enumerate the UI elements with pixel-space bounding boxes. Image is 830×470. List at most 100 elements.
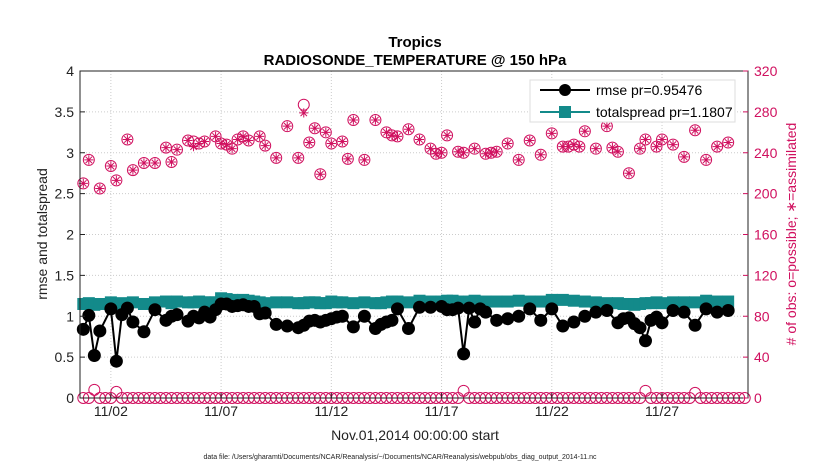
obs-assimilated-marker (321, 127, 331, 137)
obs-assimilated-marker (166, 157, 177, 167)
obs-assimilated-marker (580, 126, 590, 136)
x-axis-label: Nov.01,2014 00:00:00 start (331, 427, 499, 443)
rmse-marker (401, 322, 415, 336)
rmse-marker (589, 305, 603, 319)
obs-possible-marker (314, 168, 327, 181)
obs-assimilated-marker (668, 139, 678, 150)
obs-possible-marker (281, 120, 294, 133)
obs-assimilated-marker (414, 134, 425, 145)
obs-possible-marker (667, 138, 680, 151)
obs-assimilated-marker (222, 139, 232, 150)
obs-possible-marker (468, 142, 481, 155)
rmse-marker (413, 300, 427, 314)
obs-assimilated-marker (602, 121, 612, 131)
rmse-marker (451, 301, 465, 315)
y2-tick-label: 280 (754, 104, 778, 120)
y2-tick-label: 0 (754, 390, 762, 406)
rmse-marker (104, 302, 118, 316)
obs-assimilated-marker (271, 153, 281, 163)
obs-assimilated-marker (640, 134, 651, 145)
obs-assimilated-marker (690, 125, 700, 135)
obs-assimilated-marker (574, 142, 584, 152)
obs-possible-marker (104, 160, 117, 173)
x-tick-label: 11/22 (535, 403, 569, 419)
obs-possible-marker (341, 152, 354, 165)
obs-possible-marker (722, 136, 735, 149)
spread-marker (589, 296, 602, 309)
rmse-marker (490, 313, 504, 327)
obs-possible-marker (656, 133, 669, 146)
rmse-marker (335, 309, 349, 323)
rmse-marker (600, 304, 614, 318)
rmse-marker (93, 324, 107, 338)
y-axis-label: rmse and totalspread (34, 168, 50, 300)
obs-assimilated-marker (188, 142, 199, 152)
obs-possible-marker (121, 133, 134, 146)
spread-marker (534, 295, 547, 308)
rmse-marker (346, 320, 360, 334)
rmse-marker (109, 354, 123, 368)
obs-assimilated-marker (403, 124, 414, 134)
obs-assimilated-marker (348, 115, 358, 125)
obs-possible-marker (589, 142, 602, 155)
spread-marker (689, 296, 702, 309)
obs-possible-marker (303, 136, 316, 149)
rmse-marker (385, 313, 399, 327)
obs-possible-marker (347, 114, 360, 127)
rmse-marker (512, 309, 526, 323)
obs-assimilated-marker (310, 123, 320, 133)
x-tick-label: 11/07 (204, 403, 238, 419)
obs-assimilated-marker (525, 135, 535, 146)
rmse-marker (501, 312, 515, 326)
y2-tick-label: 160 (754, 227, 778, 243)
y2-tick-label: 240 (754, 145, 778, 161)
rmse-marker (721, 304, 735, 318)
obs-assimilated-marker (436, 148, 447, 158)
obs-assimilated-marker (227, 144, 237, 154)
obs-possible-marker (253, 130, 266, 143)
y2-tick-label: 40 (754, 349, 770, 365)
rmse-marker (545, 302, 559, 316)
obs-assimilated-marker (624, 168, 634, 178)
obs-assimilated-marker (233, 134, 243, 145)
rmse-marker (170, 308, 184, 322)
spread-marker (347, 297, 360, 310)
rmse-marker (390, 302, 404, 316)
obs-assimilated-marker (282, 121, 292, 131)
spread-marker (501, 295, 514, 308)
obs-assimilated-marker (470, 144, 480, 154)
obs-assimilated-marker (106, 161, 116, 171)
rmse-marker (137, 325, 151, 339)
spread-marker (567, 294, 580, 307)
spread-marker (281, 296, 294, 309)
obs-series (78, 108, 733, 194)
obs-possible-marker (689, 124, 702, 137)
spread-marker (578, 295, 591, 308)
obs-assimilated-marker (95, 183, 105, 194)
obs-possible-marker (711, 140, 724, 153)
obs-assimilated-marker (84, 155, 94, 165)
spread-marker (678, 296, 691, 309)
rmse-marker (120, 301, 134, 315)
y-tick-label: 2 (66, 227, 74, 243)
obs-assimilated-marker (569, 139, 579, 150)
rmse-marker (462, 301, 476, 315)
rmse-marker (468, 315, 482, 329)
rmse-marker (567, 315, 581, 329)
obs-assimilated-marker (492, 147, 502, 157)
rmse-marker (424, 300, 438, 314)
obs-possible-marker (512, 153, 525, 166)
obs-assimilated-marker (701, 155, 711, 165)
rmse-marker (556, 319, 570, 333)
obs-possible-marker (639, 133, 652, 146)
obs-possible-marker (82, 153, 95, 166)
spread-marker (490, 295, 503, 308)
rmse-marker (82, 308, 96, 322)
rmse-marker (457, 347, 471, 361)
obs-assimilated-marker (431, 149, 441, 159)
obs-possible-marker (165, 155, 178, 168)
obs-assimilated-marker (161, 143, 171, 153)
y-tick-label: 0.5 (55, 349, 75, 365)
